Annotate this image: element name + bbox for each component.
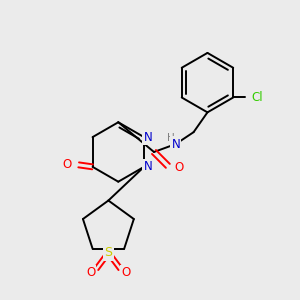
Text: O: O <box>175 161 184 174</box>
Text: O: O <box>122 266 131 279</box>
Text: N: N <box>144 160 152 173</box>
Text: Cl: Cl <box>251 91 263 104</box>
Text: N: N <box>144 130 152 144</box>
Text: S: S <box>104 246 112 260</box>
Text: H: H <box>167 133 175 143</box>
Text: O: O <box>62 158 72 171</box>
Text: N: N <box>171 138 180 151</box>
Text: O: O <box>86 266 95 279</box>
